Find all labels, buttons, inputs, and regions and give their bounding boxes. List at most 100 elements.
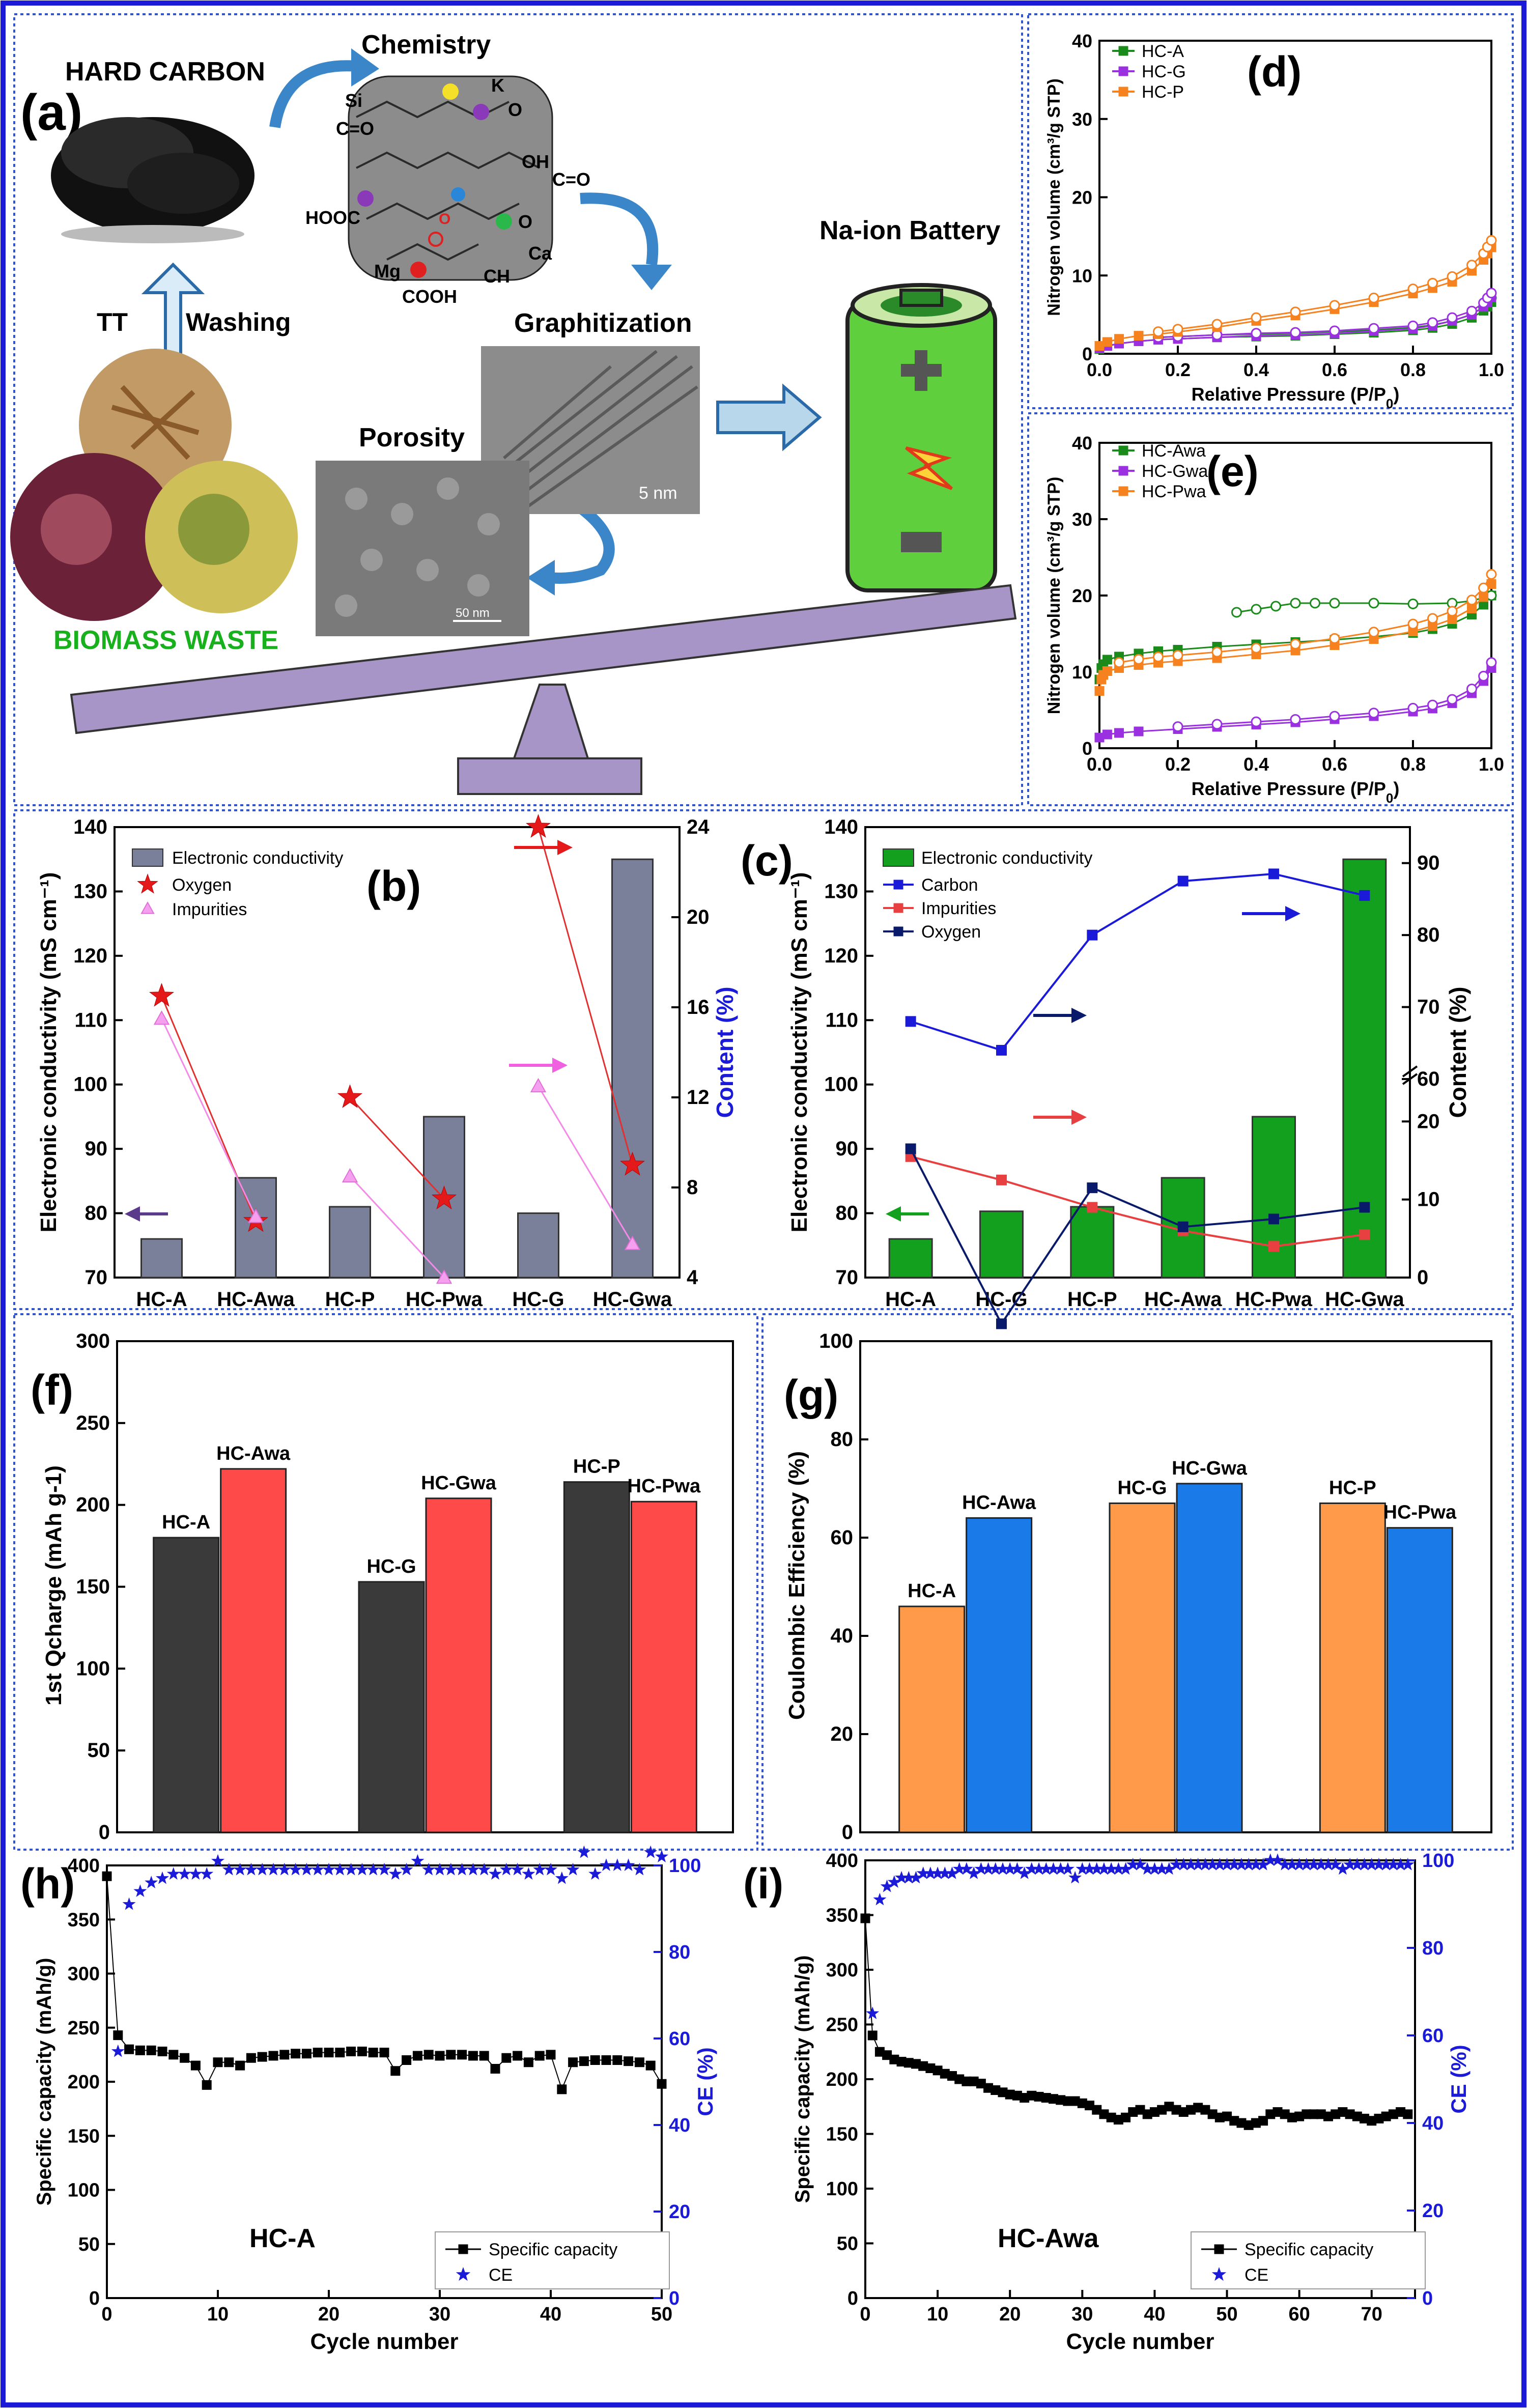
- capacity-point: [446, 2050, 456, 2060]
- desorption-point: [1329, 633, 1340, 644]
- x-tick-label: 0.6: [1322, 359, 1347, 380]
- ce-point: [411, 1854, 425, 1867]
- ce-point: [266, 1862, 280, 1876]
- y-axis-title: 1st Qcharge (mAh g-1): [41, 1465, 66, 1706]
- capacity-point: [157, 2047, 167, 2056]
- y2-tick-label: 40: [669, 2115, 690, 2136]
- ce-point: [289, 1862, 302, 1876]
- conductivity-bar: [888, 1238, 933, 1279]
- legend-label: Electronic conductivity: [172, 848, 343, 868]
- desorption-point: [1290, 598, 1301, 609]
- y-tick-label: 80: [836, 1202, 859, 1225]
- oxygen-point: [996, 1318, 1007, 1329]
- y-tick-label: 200: [826, 2069, 858, 2090]
- chemistry-title: Chemistry: [361, 30, 491, 60]
- panel-label: (i): [743, 1860, 783, 1908]
- y2-tick-label: 0: [669, 2288, 680, 2309]
- axis-arrow-head: [557, 840, 573, 855]
- x-tick-label: HC-Pwa: [406, 1288, 483, 1311]
- chem-label-si: Si: [345, 90, 362, 111]
- desorption-point: [1368, 707, 1379, 719]
- ce-point: [344, 1862, 358, 1876]
- y2-tick-label: 100: [1422, 1850, 1454, 1872]
- sample-label: HC-A: [249, 2224, 316, 2253]
- x-tick-label: 0: [101, 2304, 112, 2325]
- desorption-point: [1466, 594, 1477, 606]
- graphitization-title: Graphitization: [514, 308, 692, 338]
- ce-point: [211, 1854, 225, 1867]
- panel-a-schematic: (a) HARD CARBON TT Washing BIOMASS WASTE…: [10, 13, 1023, 806]
- ce-point: [189, 1867, 203, 1880]
- panel-label: (c): [741, 837, 793, 885]
- capacity-point: [490, 2064, 500, 2074]
- x-axis-title: Cycle number: [1066, 2329, 1214, 2354]
- capacity-point: [534, 2051, 545, 2061]
- capacity-point: [390, 2066, 401, 2076]
- legend-marker: [893, 903, 903, 913]
- ce-point: [277, 1862, 291, 1876]
- y-tick-label: 70: [836, 1266, 859, 1289]
- x-tick-label: 60: [1288, 2304, 1310, 2325]
- desorption-point: [1172, 721, 1183, 732]
- ce-point: [873, 1892, 887, 1906]
- chart-g: 0 20 40 60 80 100 HC-A HC-Awa HC-GHC-Gwa HC-P HC-P…: [784, 1330, 1492, 1844]
- x-tick-label: 50: [1216, 2304, 1237, 2325]
- y-tick-label: 120: [73, 945, 107, 967]
- panel-label: (g): [784, 1371, 838, 1419]
- y-tick-label: 0: [847, 2288, 858, 2309]
- conductivity-bar: [611, 858, 654, 1279]
- pristine-bar: [358, 1581, 425, 1833]
- legend-marker: [137, 873, 158, 894]
- capacity-point: [523, 2057, 533, 2067]
- ce-point: [488, 1867, 502, 1880]
- y-tick-label: 130: [73, 880, 107, 902]
- y-axis-title: Specific capacity (mAh/g): [791, 1956, 814, 2203]
- capacity-point: [379, 2048, 389, 2058]
- legend-marker: [140, 901, 155, 914]
- x-tick-label: 30: [1071, 2304, 1093, 2325]
- carbon-point: [1177, 875, 1189, 887]
- y2-tick-label: 10: [1417, 1188, 1440, 1211]
- x-tick-label: 40: [1144, 2304, 1165, 2325]
- legend-marker: [1118, 87, 1128, 97]
- capacity-point: [546, 2050, 556, 2060]
- y-tick-label: 100: [826, 2178, 858, 2200]
- capacity-point: [423, 2050, 434, 2060]
- y-tick-label: 20: [1072, 585, 1092, 606]
- y2-tick-label: 20: [687, 906, 710, 928]
- desorption-point: [1290, 638, 1301, 649]
- desorption-point: [1427, 699, 1438, 711]
- x-tick-label: HC-Gwa: [593, 1288, 672, 1311]
- capacity-point: [202, 2080, 212, 2090]
- y-tick-label: 110: [74, 1009, 107, 1031]
- ce-point: [355, 1862, 369, 1876]
- x-tick-label: 50: [651, 2304, 672, 2325]
- desorption-point: [1407, 320, 1419, 331]
- legend-box: [435, 2231, 670, 2289]
- y-axis-title: Nitrogen volume (cm³/g STP): [1044, 477, 1064, 715]
- chem-label-o3: O: [439, 211, 450, 228]
- capacity-point: [612, 2055, 623, 2065]
- ce-point: [400, 1862, 413, 1876]
- capacity-point: [557, 2084, 567, 2094]
- axis-arrow-head: [552, 1058, 568, 1073]
- x-axis-title: Cycle number: [310, 2329, 459, 2354]
- tt-label: TT: [97, 308, 128, 336]
- desorption-point: [1153, 651, 1164, 663]
- desorption-point: [1407, 284, 1419, 295]
- desorption-point: [1427, 317, 1438, 328]
- carbon-structure-diagram: [348, 75, 553, 281]
- capacity-point: [124, 2044, 134, 2054]
- y-tick-label: 10: [1072, 265, 1092, 286]
- adsorption-point: [1467, 604, 1477, 613]
- desorption-point: [1466, 684, 1477, 695]
- ce-point: [644, 1845, 658, 1858]
- bar-label: HC-A: [162, 1512, 210, 1533]
- desorption-point: [1447, 694, 1458, 705]
- ce-point: [322, 1862, 336, 1876]
- bar-label: HC-G: [1117, 1477, 1167, 1498]
- oxygen-line: [538, 827, 633, 1166]
- bar-label: HC-Pwa: [1383, 1502, 1457, 1523]
- desorption-point: [1407, 618, 1419, 630]
- capacity-point: [268, 2051, 278, 2061]
